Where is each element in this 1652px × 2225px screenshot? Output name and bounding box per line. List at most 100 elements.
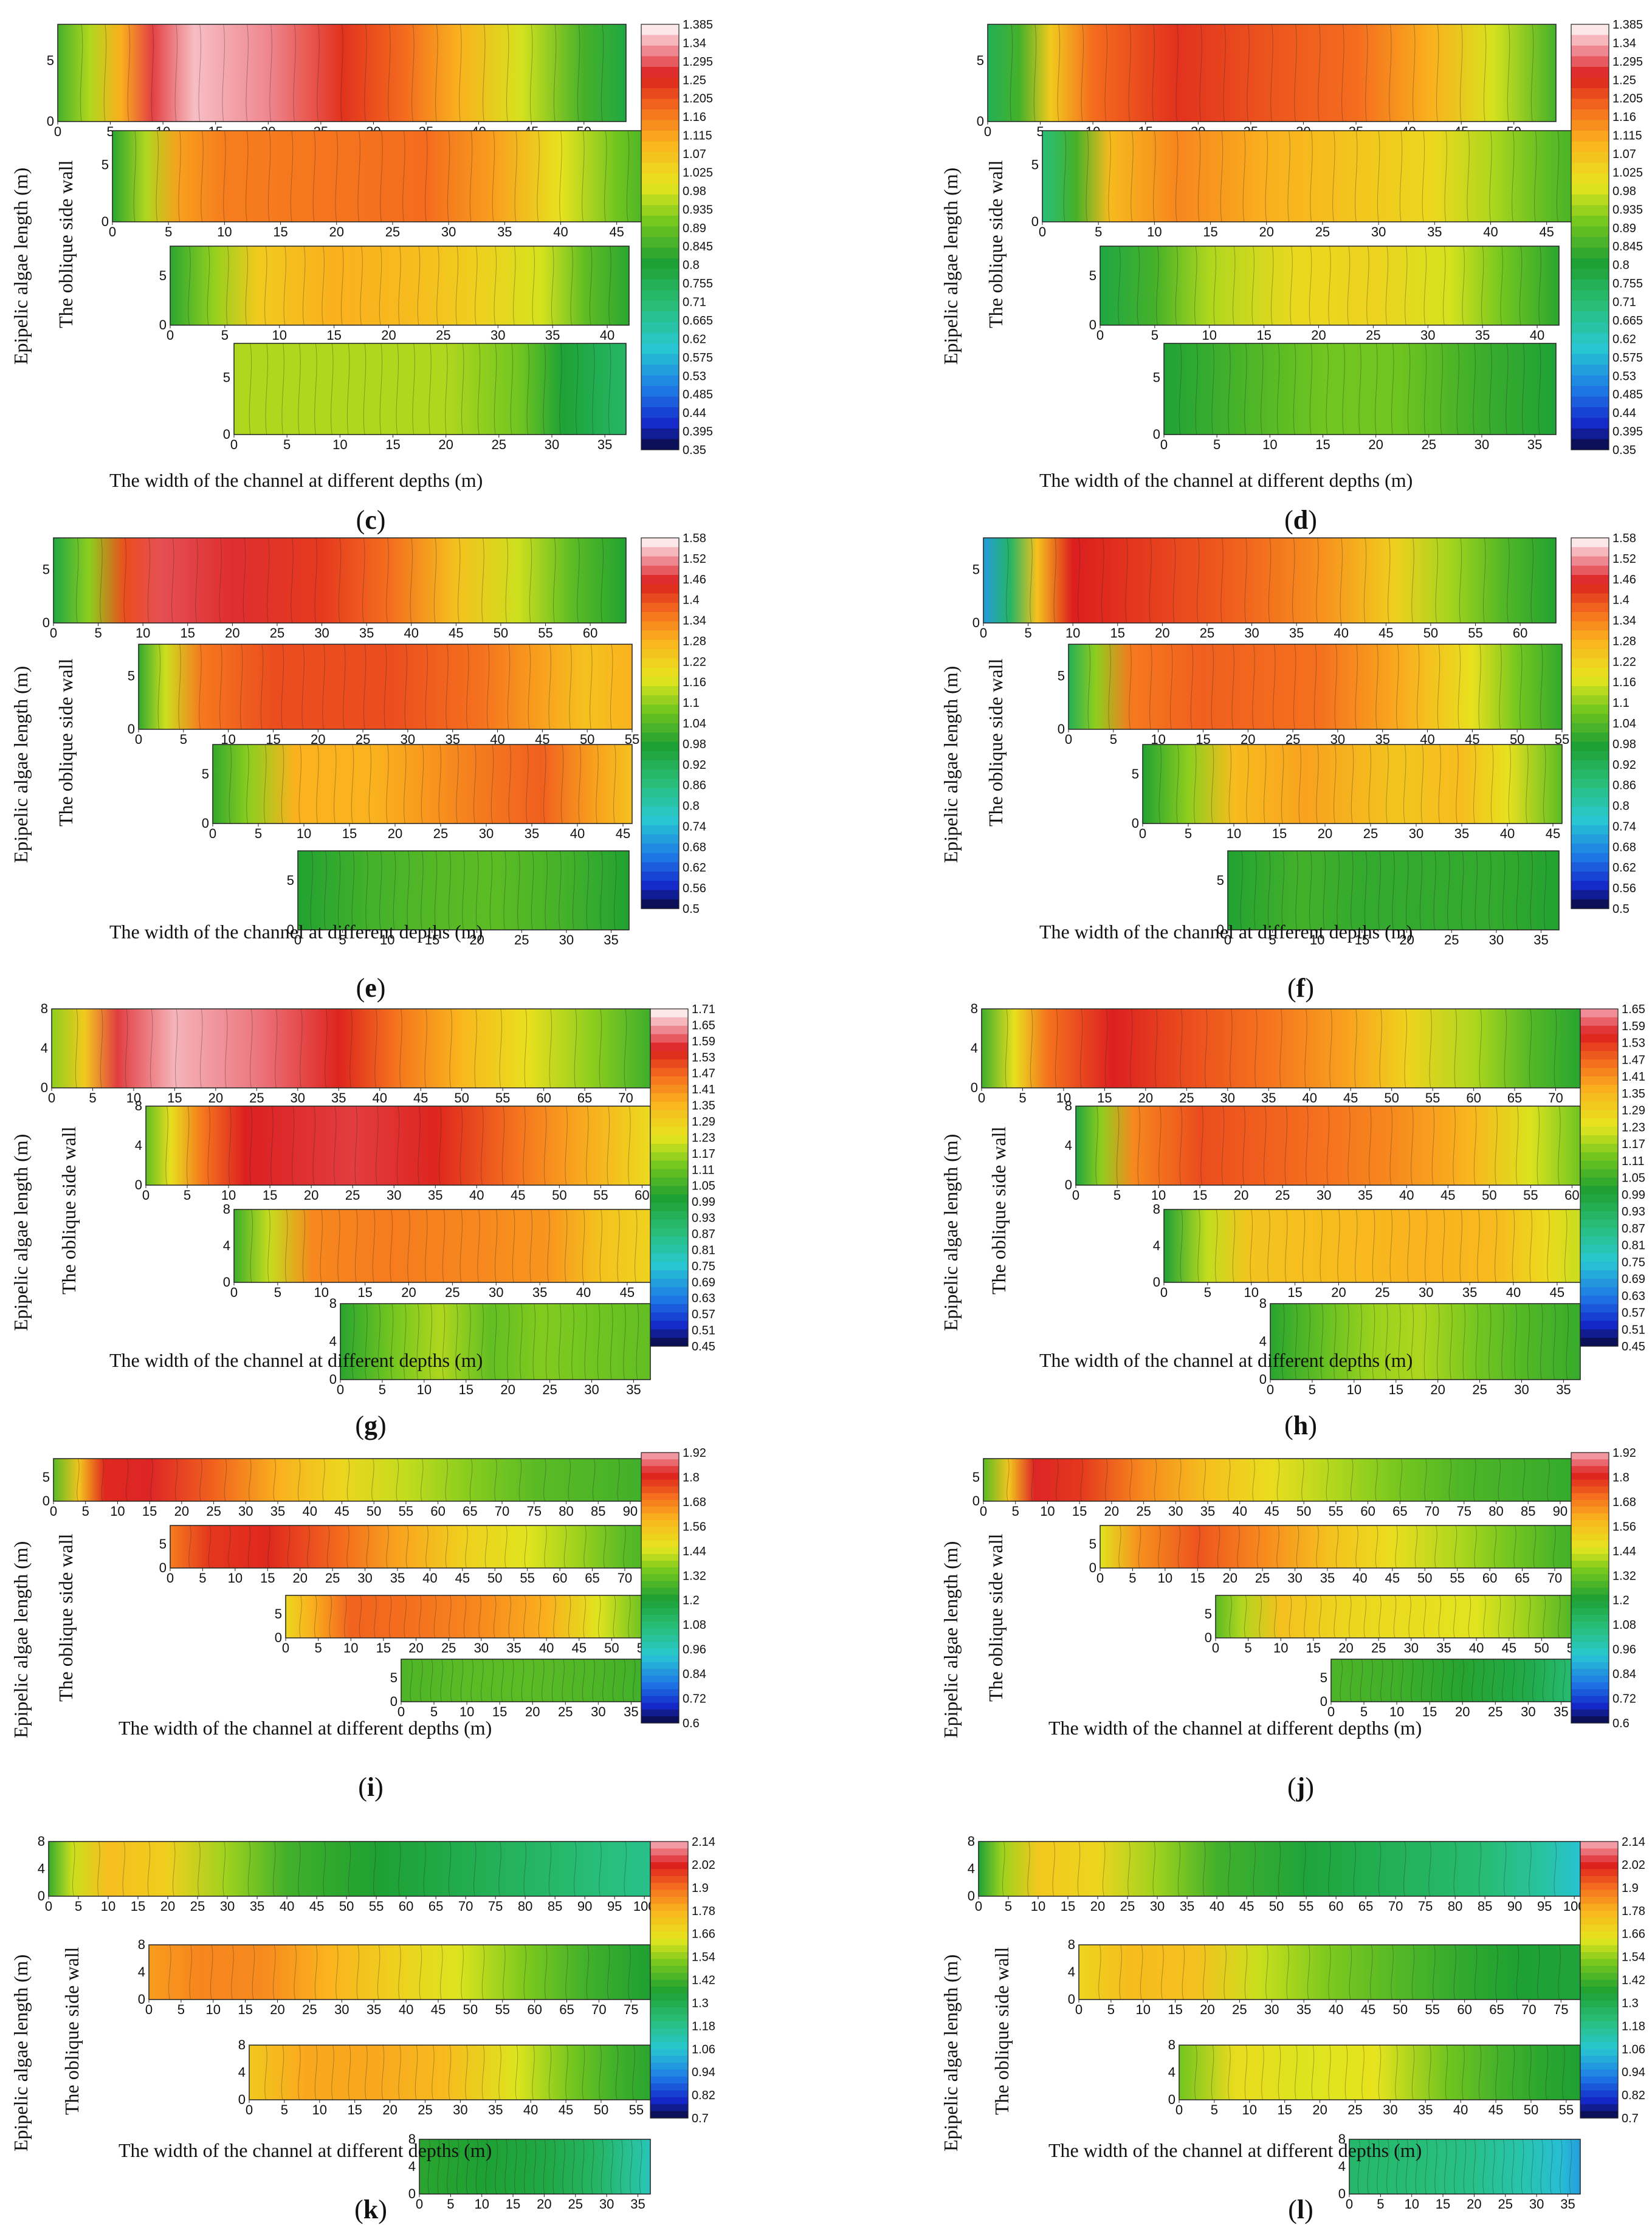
contour-line: [351, 744, 354, 824]
colorbar-tick-label: 0.99: [1622, 1188, 1645, 1202]
x-tick-label: 25: [1498, 2196, 1513, 2212]
x-tick-label: 20: [381, 328, 396, 343]
colorbar-segment: [641, 205, 679, 216]
colorbar-segment: [641, 56, 679, 67]
contour-line: [626, 130, 630, 222]
x-tick-label: 15: [1256, 328, 1271, 343]
contour-line: [1246, 744, 1249, 824]
colorbar-segment: [641, 1493, 679, 1501]
contour-line: [501, 1659, 504, 1702]
contour-line: [599, 1841, 602, 1897]
contour-line: [445, 343, 448, 435]
colorbar-tick-label: 0.94: [692, 2066, 715, 2079]
contour-line: [1361, 2044, 1365, 2100]
contour-line: [465, 1525, 468, 1569]
colorbar-segment: [641, 732, 679, 743]
colorbar-tick-label: 1.35: [1622, 1087, 1645, 1101]
x-tick-label: 0: [142, 1188, 150, 1203]
x-tick-label: 0: [1346, 2196, 1353, 2212]
contour-line: [1502, 850, 1506, 930]
contour-line: [421, 850, 424, 930]
colorbar-segment: [650, 1068, 688, 1077]
contour-line: [1442, 1209, 1445, 1283]
colorbar-segment: [641, 1479, 679, 1487]
x-tick-label: 30: [1489, 932, 1504, 947]
contour-line: [1513, 1595, 1516, 1639]
y-tick-label: 0: [1168, 2092, 1175, 2107]
contour-line: [1537, 1944, 1540, 2000]
x-tick-label: 30: [220, 1899, 235, 1914]
colorbar-segment: [1571, 769, 1609, 780]
colorbar-segment: [650, 2055, 688, 2063]
contour-line: [1423, 1595, 1427, 1639]
colorbar-tick-label: 0.69: [692, 1276, 715, 1289]
y-tick-label: 0: [1132, 816, 1139, 831]
contour-line: [290, 130, 294, 222]
contour-line: [1350, 1659, 1353, 1702]
contour-line: [1483, 24, 1487, 122]
contour-line: [635, 1209, 638, 1283]
x-tick-label: 5: [75, 1899, 82, 1914]
colorbar-segment: [1571, 67, 1609, 78]
contour-line: [1267, 1209, 1270, 1283]
contour-line: [537, 130, 540, 222]
colorbar-tick-label: 1.71: [692, 1003, 715, 1016]
colorbar-segment: [1571, 1682, 1609, 1690]
contour-line: [1252, 1458, 1255, 1502]
colorbar-tick-label: 0.35: [683, 444, 706, 457]
x-tick-label: 70: [1521, 2002, 1536, 2017]
contour-line: [210, 1944, 213, 2000]
colorbar-segment: [1580, 1910, 1618, 1918]
colorbar-tick-label: 1.05: [1622, 1172, 1645, 1185]
x-tick-label: 0: [54, 124, 61, 139]
x-axis-label: The width of the channel at different de…: [109, 469, 483, 491]
colorbar-tick-label: 0.56: [1612, 882, 1636, 895]
contour-line: [481, 1106, 484, 1186]
colorbar-segment: [1571, 1716, 1609, 1724]
strip-fill: [1164, 1209, 1583, 1282]
contour-line: [1475, 1303, 1479, 1380]
contour-line: [1359, 1303, 1362, 1380]
x-tick-label: 65: [1489, 2002, 1504, 2017]
y-tick-label: 4: [1068, 1964, 1075, 1979]
colorbar-segment: [1571, 1662, 1609, 1670]
strip-frame: [983, 537, 1557, 624]
x-tick-label: 5: [177, 2002, 185, 2017]
x-tick-label: 15: [142, 1504, 157, 1519]
x-tick-label: 10: [1158, 1570, 1172, 1586]
contour-line: [586, 850, 590, 930]
colorbar-segment: [1571, 46, 1609, 57]
contour-line: [1247, 24, 1250, 122]
x-tick-label: 35: [1320, 1570, 1335, 1586]
x-tick-label: 25: [302, 2002, 317, 2017]
colorbar-segment: [1571, 723, 1609, 733]
contour-line: [324, 850, 327, 930]
contour-line: [1053, 537, 1056, 624]
colorbar-j: 1.921.81.681.561.441.321.21.080.960.840.…: [1571, 1446, 1636, 1730]
strip-fill: [146, 1106, 650, 1185]
contour-line: [199, 644, 202, 730]
colorbar-segment: [641, 173, 679, 185]
colorbar-segment: [1571, 806, 1609, 817]
colorbar-segment: [1571, 1553, 1609, 1561]
y-tick-label: 4: [41, 1040, 48, 1056]
colorbar-segment: [641, 1567, 679, 1575]
colorbar-segment: [641, 667, 679, 678]
contour-line: [1313, 644, 1317, 730]
contour-line: [1528, 1595, 1531, 1639]
y-tick-label: 0: [1153, 1274, 1160, 1290]
contour-line: [565, 1944, 568, 2000]
colorbar-segment: [641, 639, 679, 650]
x-tick-label: 15: [167, 1090, 182, 1106]
colorbar-segment: [641, 311, 679, 323]
x-axis-label: The width of the channel at different de…: [119, 1717, 492, 1739]
colorbar-segment: [641, 386, 679, 397]
contour-line: [1467, 130, 1470, 222]
x-tick-label: 25: [514, 932, 529, 947]
contour-line: [1285, 1209, 1288, 1283]
colorbar-segment: [650, 1101, 688, 1111]
contour-line: [448, 1841, 452, 1897]
